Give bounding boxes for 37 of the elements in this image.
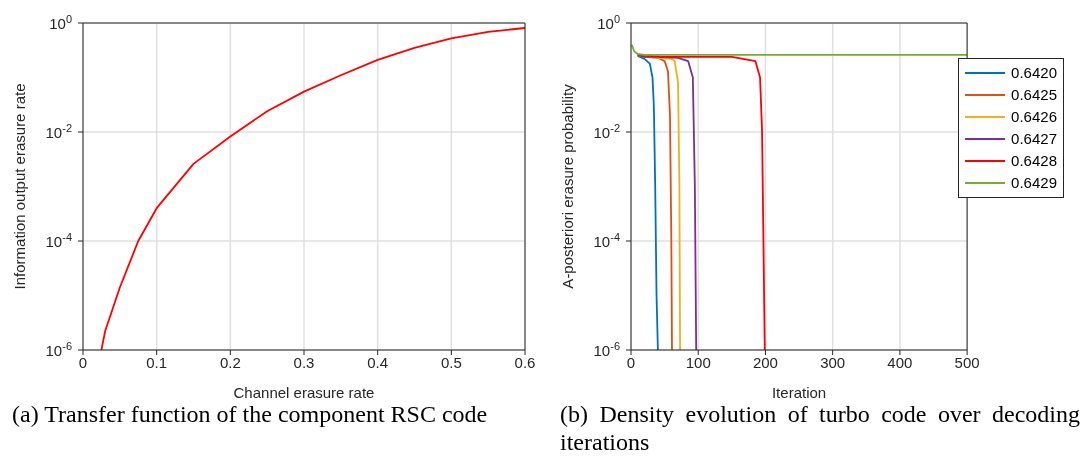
x-tick-label: 0: [78, 353, 88, 371]
text: (b) Density evolution of turbo code over decoding iterations: [559, 400, 1080, 456]
y-tick-label: 10$^{-4}$: [45, 231, 72, 250]
x-axis-title: Channel erasure rate: [233, 384, 375, 401]
x-tick-label: 0.2: [219, 353, 241, 371]
legend-label: 0.6428: [1011, 151, 1057, 171]
x-tick-label: 0.1: [146, 353, 168, 371]
y-tick-label: 10$^{0}$: [49, 13, 72, 32]
x-tick-label: 200: [752, 353, 778, 371]
x-tick-label: 0.3: [293, 353, 315, 371]
x-tick-label: 400: [887, 353, 913, 371]
x-tick-label: 0.5: [440, 353, 462, 371]
line-series: [631, 43, 968, 56]
y-tick-label: 10$^{-4}$: [593, 231, 620, 250]
line-series: [100, 27, 525, 350]
x-tick-label: 300: [820, 353, 846, 371]
line-series: [636, 54, 659, 350]
legend-label: 0.6425: [1011, 85, 1057, 105]
y-axis-title: Information output erasure rate: [11, 83, 29, 290]
text: (a) Transfer function of the component RSC code: [11, 400, 489, 428]
legend-label: 0.6420: [1011, 63, 1057, 83]
y-axis-title: A-posteriori erasure probability: [559, 83, 577, 289]
y-tick-label: 10$^{-2}$: [45, 122, 72, 141]
y-tick-label: 10$^{0}$: [597, 13, 620, 32]
x-tick-label: 0.6: [514, 353, 536, 371]
y-tick-label: 10$^{-2}$: [593, 122, 620, 141]
x-tick-label: 0.4: [367, 353, 389, 371]
x-axis-title: Iteration: [771, 384, 827, 401]
x-tick-label: 500: [954, 353, 980, 371]
x-tick-label: 100: [685, 353, 711, 371]
y-tick-label: 10$^{-6}$: [45, 340, 72, 359]
x-tick-label: 0: [626, 353, 636, 371]
legend-label: 0.6429: [1011, 173, 1057, 193]
legend-label: 0.6426: [1011, 107, 1057, 127]
line-series: [636, 53, 766, 350]
y-tick-label: 10$^{-6}$: [593, 340, 620, 359]
legend-label: 0.6427: [1011, 129, 1057, 149]
